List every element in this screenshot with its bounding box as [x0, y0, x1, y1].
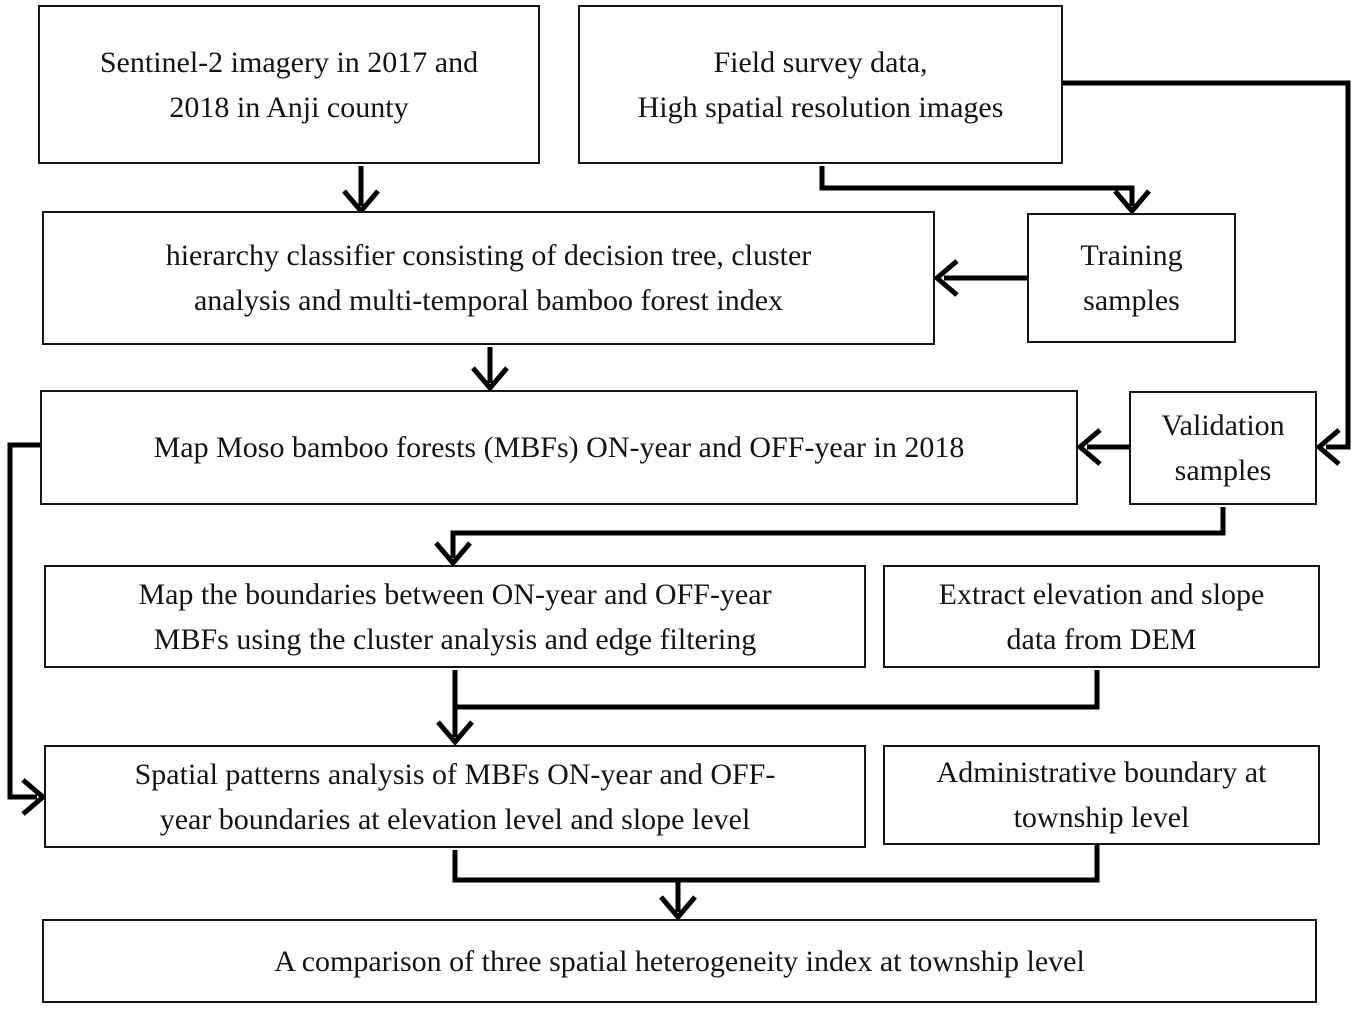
node-label-line: township level: [1013, 801, 1190, 834]
node-label-line: Training: [1080, 239, 1183, 272]
node-comparison: A comparison of three spatial heterogene…: [42, 919, 1317, 1003]
arrow-merge-to-comparison: [452, 845, 1100, 883]
node-label-line: analysis and multi-temporal bamboo fores…: [193, 284, 784, 317]
node-label-line: High spatial resolution images: [637, 90, 1004, 124]
node-map-boundaries: Map the boundaries between ON-year and O…: [44, 565, 866, 668]
node-label-line: samples: [1083, 284, 1180, 317]
node-hierarchy-classifier: hierarchy classifier consisting of decis…: [42, 211, 935, 345]
node-label-line: Administrative boundary at: [936, 756, 1267, 789]
node-label-line: A comparison of three spatial heterogene…: [274, 944, 1085, 978]
node-label-line: data from DEM: [1006, 622, 1197, 656]
node-spatial-patterns: Spatial patterns analysis of MBFs ON-yea…: [44, 745, 866, 848]
arrowhead-down-icon: [1113, 189, 1151, 215]
arrowhead-left-icon: [1076, 428, 1102, 466]
node-label-line: Spatial patterns analysis of MBFs ON-yea…: [134, 757, 776, 791]
node-label-line: 2018 in Anji county: [169, 90, 409, 124]
arrowhead-left-icon: [933, 259, 959, 297]
node-validation-samples: Validation samples: [1129, 391, 1317, 505]
arrow-mapmbfs-to-spatial: [7, 442, 40, 800]
node-label-line: Validation: [1161, 409, 1285, 442]
arrow-fieldsurvey-to-training: [819, 166, 1135, 206]
arrowhead-down-icon: [659, 895, 697, 921]
arrowhead-down-icon: [471, 366, 509, 392]
arrow-validation-to-boundaries: [450, 507, 1226, 558]
node-extract-dem: Extract elevation and slope data from DE…: [883, 565, 1320, 668]
node-label-line: Sentinel-2 imagery in 2017 and: [99, 45, 479, 79]
node-sentinel-imagery: Sentinel-2 imagery in 2017 and 2018 in A…: [38, 5, 540, 164]
arrow-fieldsurvey-to-validation: [1063, 80, 1351, 450]
node-admin-boundary: Administrative boundary at township leve…: [883, 745, 1320, 845]
node-map-mbfs: Map Moso bamboo forests (MBFs) ON-year a…: [40, 390, 1078, 505]
node-training-samples: Training samples: [1027, 213, 1236, 343]
node-label-line: year boundaries at elevation level and s…: [159, 802, 751, 836]
node-label-line: Extract elevation and slope: [938, 577, 1265, 611]
node-label-line: samples: [1174, 454, 1272, 487]
node-label-line: hierarchy classifier consisting of decis…: [165, 239, 812, 272]
node-label-line: Field survey data,: [713, 45, 928, 79]
node-label-line: Map Moso bamboo forests (MBFs) ON-year a…: [153, 431, 965, 464]
node-field-survey: Field survey data, High spatial resoluti…: [578, 5, 1063, 164]
node-label-line: MBFs using the cluster analysis and edge…: [153, 622, 757, 656]
node-label-line: Map the boundaries between ON-year and O…: [138, 577, 772, 611]
arrowhead-down-icon: [436, 720, 474, 746]
arrowhead-left-icon: [1315, 428, 1341, 466]
arrowhead-down-icon: [434, 541, 472, 567]
arrow-dem-join: [455, 670, 1100, 710]
arrowhead-right-icon: [21, 778, 47, 816]
